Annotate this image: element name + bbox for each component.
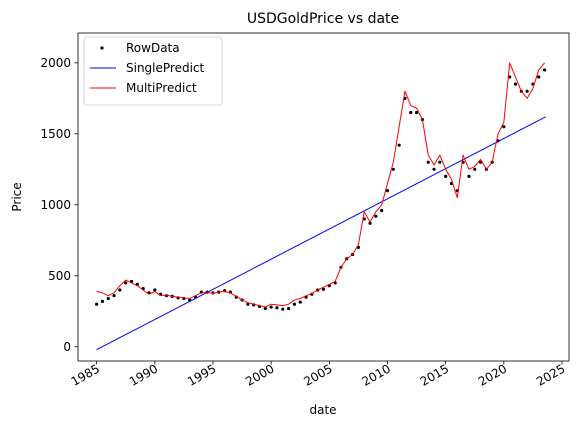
data-point — [537, 75, 541, 79]
data-point — [112, 294, 116, 298]
data-point — [397, 143, 401, 147]
data-point — [269, 305, 273, 309]
data-point — [438, 160, 442, 164]
data-point — [292, 302, 297, 306]
series-line-multipredict — [96, 62, 545, 308]
plot-area — [95, 62, 547, 351]
plot-frame — [77, 32, 570, 362]
data-point — [409, 110, 413, 115]
data-point — [321, 287, 326, 291]
legend-box — [83, 36, 223, 106]
y-axis-title: Price — [10, 182, 24, 211]
data-point — [385, 189, 390, 193]
x-axis-title: date — [309, 403, 336, 417]
data-point — [100, 299, 105, 303]
data-point — [502, 125, 506, 129]
legend-label: MultiPredict — [126, 81, 197, 95]
y-tick-label: 1000 — [40, 198, 71, 212]
data-point — [525, 89, 529, 93]
data-point — [444, 174, 448, 179]
data-point — [281, 307, 285, 311]
y-tick-label: 0 — [63, 340, 71, 354]
chart-title: USDGoldPrice vs date — [247, 11, 399, 27]
legend-label: RowData — [126, 41, 180, 55]
data-point — [432, 167, 436, 171]
data-point — [414, 110, 419, 115]
y-tick-label: 1500 — [40, 127, 71, 141]
data-point — [426, 160, 430, 164]
data-point — [275, 306, 279, 310]
data-point — [153, 288, 157, 292]
data-point — [467, 174, 471, 179]
data-point — [513, 82, 518, 86]
y-tick-label: 500 — [48, 269, 71, 283]
data-point — [473, 167, 477, 171]
data-point — [380, 208, 384, 213]
data-point — [106, 296, 110, 301]
data-point — [298, 300, 302, 304]
legend: RowData SinglePredict MultiPredict — [83, 36, 223, 106]
data-point — [368, 221, 372, 225]
data-point — [542, 68, 547, 72]
legend-label: SinglePredict — [126, 61, 205, 75]
data-point — [508, 75, 512, 79]
legend-marker — [100, 46, 104, 50]
y-tick-label: 2000 — [40, 56, 71, 70]
data-point — [118, 288, 122, 292]
data-point — [95, 302, 99, 306]
series-line-singlepredict — [96, 116, 546, 351]
data-point — [263, 306, 267, 311]
data-point — [124, 281, 128, 285]
data-point — [286, 306, 291, 311]
data-point — [391, 167, 395, 171]
data-point — [374, 214, 378, 218]
